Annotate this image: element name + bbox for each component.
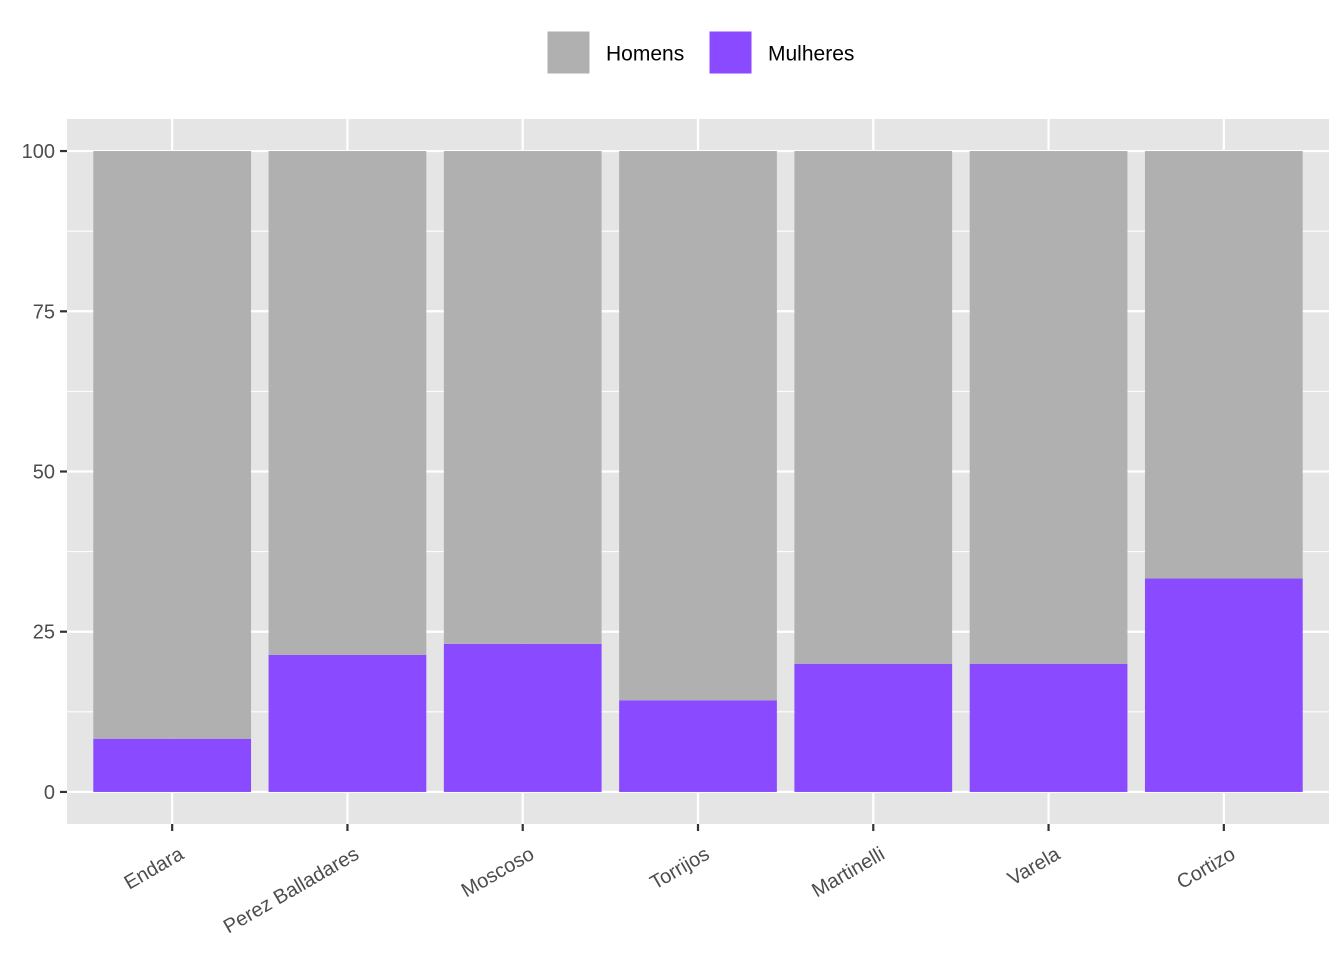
legend: Homens Mulheres — [546, 30, 854, 75]
x-tick-label: Varela — [1004, 843, 1065, 891]
bar-mulheres-4 — [619, 700, 777, 792]
x-tick-label: Martinelli — [808, 843, 888, 902]
bar-mulheres-1 — [93, 738, 252, 792]
x-tick-label: Moscoso — [458, 843, 538, 902]
bar-mulheres-2 — [268, 654, 427, 792]
y-tick-label: 100 — [22, 141, 55, 163]
x-tick-label: Perez Balladares — [220, 843, 363, 938]
bar-homens-7 — [1144, 151, 1303, 579]
x-axis: Endara Perez Balladares Moscoso Torrijos Mar… — [121, 824, 1239, 938]
bar-homens-3 — [443, 151, 602, 644]
y-axis: 0 25 50 75 100 — [22, 141, 67, 804]
bars — [93, 151, 1303, 792]
x-tick-label: Cortizo — [1173, 843, 1239, 894]
y-tick-label: 50 — [33, 462, 55, 484]
bar-homens-4 — [619, 151, 777, 701]
bar-homens-6 — [969, 151, 1128, 664]
y-tick-label: 25 — [33, 622, 55, 644]
bar-homens-2 — [268, 151, 427, 655]
x-tick-label: Torrijos — [646, 843, 713, 894]
x-tick-label: Endara — [121, 843, 189, 895]
legend-key-mulheres — [708, 30, 753, 75]
legend-label-homens: Homens — [606, 43, 684, 66]
bar-mulheres-6 — [969, 663, 1128, 792]
bar-mulheres-3 — [443, 643, 602, 792]
legend-label-mulheres: Mulheres — [768, 43, 854, 66]
y-tick-label: 0 — [44, 782, 55, 804]
bar-mulheres-5 — [794, 663, 953, 792]
bar-mulheres-7 — [1144, 578, 1303, 792]
legend-key-homens — [546, 30, 591, 75]
y-tick-label: 75 — [33, 301, 55, 323]
bar-homens-1 — [93, 151, 252, 739]
bar-homens-5 — [794, 151, 953, 664]
